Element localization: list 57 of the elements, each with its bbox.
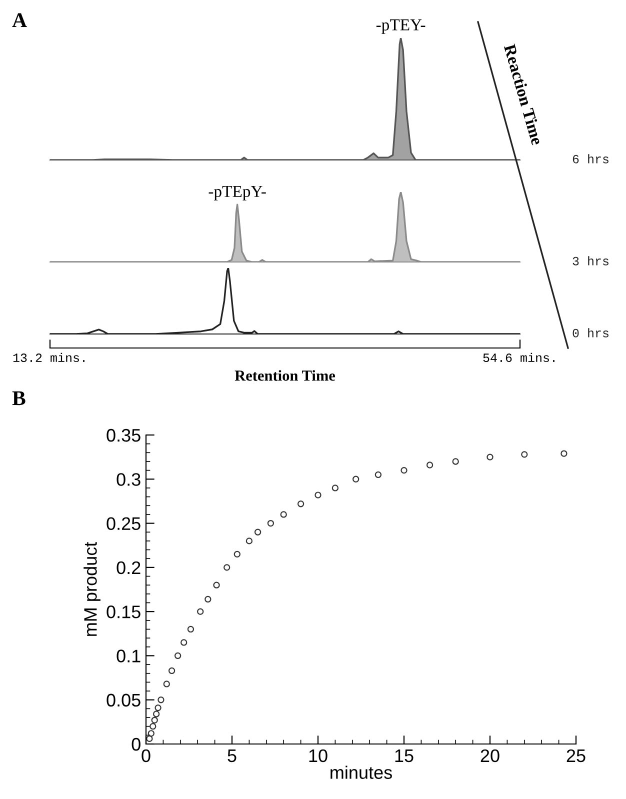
point xyxy=(521,451,528,458)
y-tick-label: 0.05 xyxy=(106,694,140,707)
text: 0 hrs xyxy=(572,328,608,338)
text: 3 hrs xyxy=(572,256,608,266)
point xyxy=(560,450,568,457)
point xyxy=(254,528,262,536)
point xyxy=(158,696,164,704)
point xyxy=(163,680,170,688)
point xyxy=(267,520,274,527)
point xyxy=(246,538,253,544)
x-tick-label: 13.2 mins. xyxy=(13,352,84,362)
point xyxy=(280,511,287,518)
point xyxy=(150,723,156,730)
annotation: -pTEpY- xyxy=(208,186,266,200)
x-axis-title: Retention Time xyxy=(234,370,336,381)
point xyxy=(400,466,408,474)
point xyxy=(174,652,182,660)
y-tick-label: 0.25 xyxy=(106,517,140,530)
annotation: Reaction Time xyxy=(504,43,544,146)
point xyxy=(151,716,158,724)
point xyxy=(352,476,360,482)
annotation: -pTEY- xyxy=(376,19,426,34)
x-tick-label: 15 xyxy=(395,750,414,762)
y-tick-label: 0.2 xyxy=(116,561,140,574)
point xyxy=(213,582,220,588)
point xyxy=(204,596,212,603)
point xyxy=(168,667,176,674)
x-tick-label: 10 xyxy=(309,749,328,762)
y-tick-label: 0.35 xyxy=(106,428,140,442)
chart-title: A xyxy=(12,13,27,28)
y-tick-label: 0 xyxy=(132,738,140,751)
chart-title: B xyxy=(12,391,26,406)
point xyxy=(297,500,304,508)
point xyxy=(486,454,494,460)
point xyxy=(332,484,339,492)
point xyxy=(187,626,194,633)
y-axis-title: mM product xyxy=(84,542,100,636)
point xyxy=(224,564,230,571)
point xyxy=(234,550,240,558)
y-tick-label: 0.15 xyxy=(106,606,140,618)
text: 6 hrs xyxy=(572,154,608,164)
x-tick-label: 0 xyxy=(142,749,150,762)
x-axis-title: minutes xyxy=(330,766,392,779)
point xyxy=(314,492,322,498)
y-tick-label: 0.3 xyxy=(116,473,140,486)
point xyxy=(197,608,204,615)
point xyxy=(374,471,382,478)
point xyxy=(452,458,459,465)
x-tick-label: 20 xyxy=(480,749,500,762)
x-tick-label: 5 xyxy=(228,750,236,762)
y-tick-label: 0.1 xyxy=(116,650,140,662)
point xyxy=(152,710,160,718)
point xyxy=(154,704,162,712)
point xyxy=(426,462,434,468)
x-tick-label: 54.6 mins. xyxy=(483,352,554,362)
x-tick-label: 25 xyxy=(566,749,586,762)
point xyxy=(180,639,188,646)
